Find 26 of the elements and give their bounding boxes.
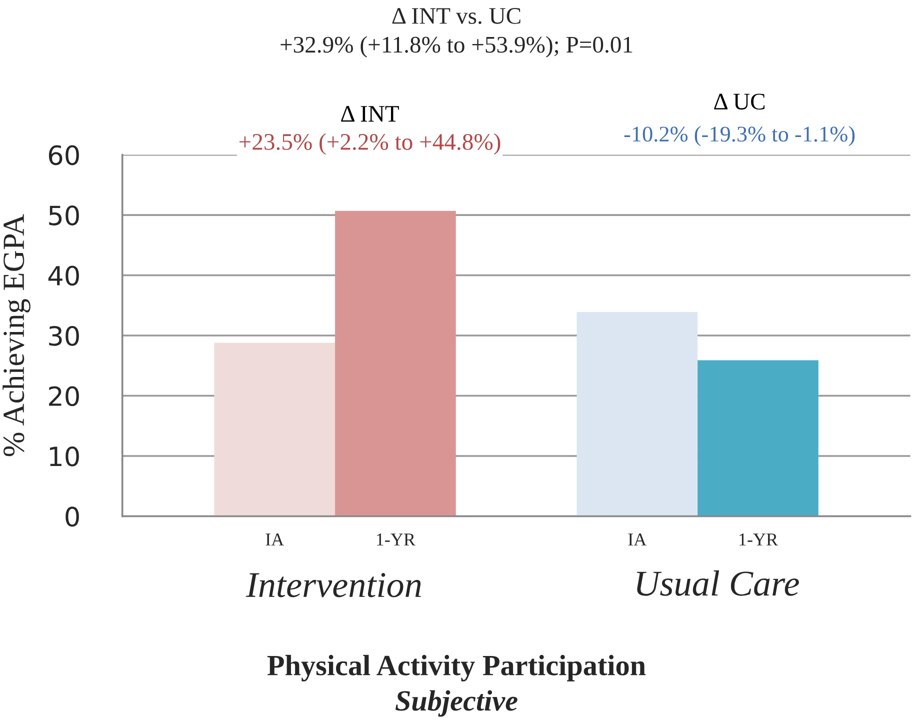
y-tick-label: 30 — [49, 326, 79, 346]
text: -10.2% (-19.3% to -1.1%) — [624, 126, 855, 146]
y-tick-label: 0 — [66, 506, 79, 527]
text: Intervention — [246, 573, 421, 598]
bar — [214, 342, 336, 516]
x-tick-label: IA — [266, 534, 284, 546]
x-tick-label: IA — [628, 534, 647, 546]
chart-title: Δ INT vs. UC — [392, 8, 520, 24]
y-tick-label: 10 — [50, 446, 79, 466]
text: Δ INT — [341, 106, 399, 122]
text: Subjective — [395, 690, 518, 717]
y-axis-title: % Achieving EGPA — [2, 214, 30, 456]
chart-subtitle: +32.9% (+11.8% to +53.9%); P=0.01 — [280, 36, 632, 58]
text: +23.5% (+2.2% to +44.8%) — [239, 133, 500, 155]
y-tick-label: 60 — [48, 145, 79, 166]
y-tick-label: 20 — [49, 386, 79, 406]
x-axis-title: Physical Activity Participation — [267, 654, 646, 682]
y-tick-label: 50 — [49, 205, 79, 226]
x-tick-label: 1-YR — [740, 534, 778, 546]
text: Δ UC — [714, 94, 765, 110]
bar — [698, 360, 818, 516]
bar — [576, 312, 698, 516]
x-tick-label: 1-YR — [376, 534, 416, 546]
y-tick-label: 40 — [48, 266, 79, 286]
bar — [335, 210, 456, 516]
text: Usual Care — [636, 570, 799, 596]
